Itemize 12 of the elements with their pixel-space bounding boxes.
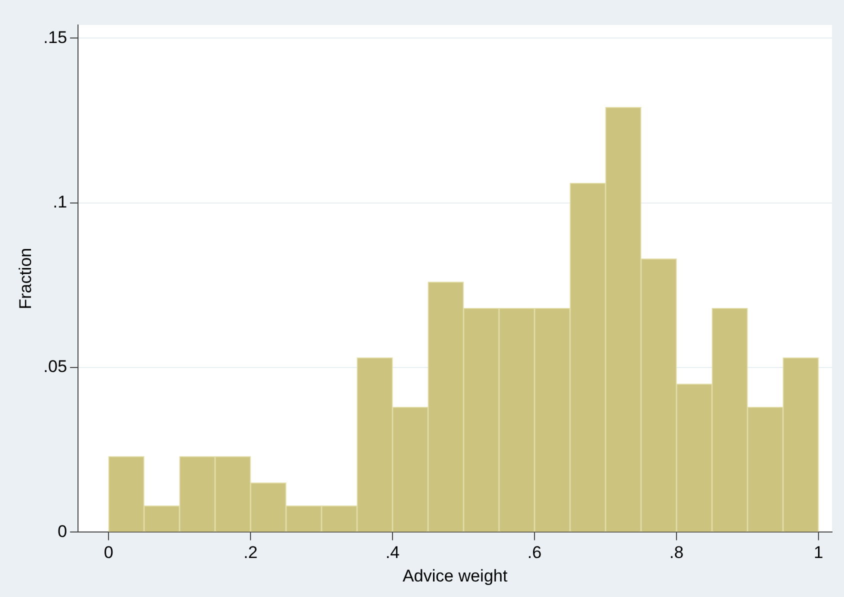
y-axis-title: Fraction [16,248,35,310]
x-tick-label: .2 [243,543,258,562]
x-tick-label: 1 [814,543,824,562]
x-tick-label: .6 [527,543,542,562]
x-tick-label: .8 [669,543,684,562]
y-tick-label: .05 [43,357,68,376]
x-tick-label: 0 [104,543,114,562]
y-tick-label: 0 [58,522,68,541]
y-tick-label: .15 [43,28,68,47]
x-tick-label: .4 [385,543,400,562]
y-tick-label: .1 [52,192,68,212]
x-axis-title: Advice weight [402,566,508,586]
